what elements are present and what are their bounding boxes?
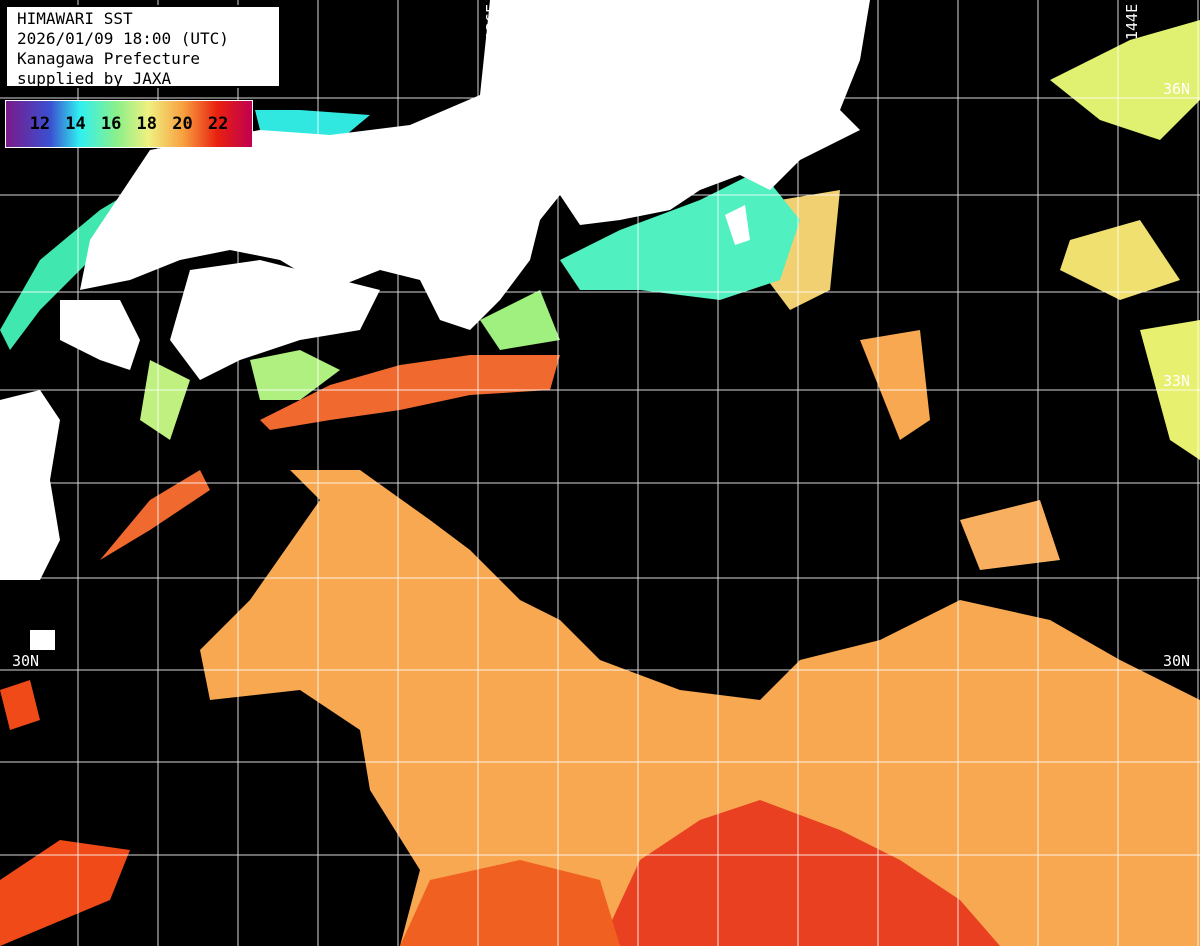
lon-label-136e: 136E <box>483 3 501 40</box>
lon-label-144e: 144E <box>1123 3 1141 40</box>
legend-tick: 12 <box>29 114 51 134</box>
legend-tick: 18 <box>136 114 158 134</box>
lat-label-33-left: 33 <box>12 372 31 390</box>
data-credit: supplied by JAXA <box>17 69 172 88</box>
legend-tick: 14 <box>65 114 86 134</box>
sst-warm-region <box>0 20 1200 946</box>
lat-label-30n-left: 30N <box>12 652 40 670</box>
color-scale-legend: 12 14 16 18 20 22 <box>5 100 253 148</box>
observation-datetime: 2026/01/09 18:00 (UTC) <box>17 29 229 48</box>
lat-label-33n: 33N <box>1163 372 1191 390</box>
legend-tick: 22 <box>207 114 229 134</box>
info-panel: HIMAWARI SST 2026/01/09 18:00 (UTC) Kana… <box>5 5 281 88</box>
legend-tick: 20 <box>172 114 193 134</box>
land-mass <box>0 0 870 650</box>
lat-label-36n: 36N <box>1163 80 1191 98</box>
lat-label-30n-right: 30N <box>1163 652 1191 670</box>
region-name: Kanagawa Prefecture <box>17 49 201 68</box>
legend-tick: 16 <box>100 114 122 134</box>
map-title: HIMAWARI SST <box>17 9 133 28</box>
